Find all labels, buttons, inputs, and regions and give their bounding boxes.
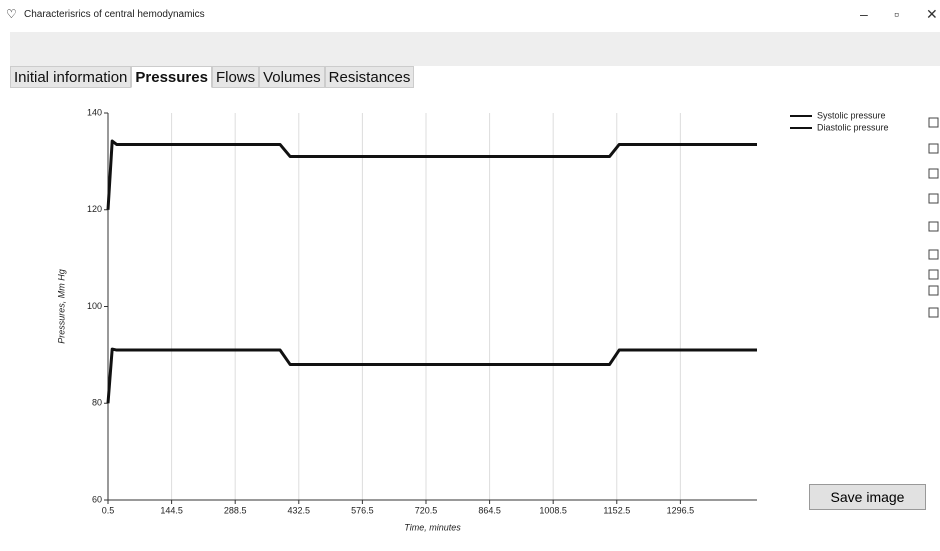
- y-tick-label: 120: [87, 204, 102, 214]
- x-axis-label: Time, minutes: [404, 522, 461, 532]
- tab[interactable]: Volumes: [259, 66, 325, 88]
- tab[interactable]: Pressures: [131, 66, 212, 88]
- data-line: [106, 139, 757, 210]
- title-bar: ♡ Characterisrics of central hemodynamic…: [0, 0, 940, 32]
- x-tick-label: 576.5: [351, 505, 374, 515]
- checkbox[interactable]: [928, 221, 939, 232]
- x-tick-label: 1152.5: [603, 505, 630, 515]
- x-tick-label: 1008.5: [539, 505, 567, 515]
- x-tick-label: 288.5: [224, 505, 247, 515]
- checkbox[interactable]: [928, 143, 939, 154]
- toolbar: [10, 32, 940, 66]
- window-title: Characterisrics of central hemodynamics: [24, 9, 205, 20]
- y-tick-label: 140: [87, 107, 102, 117]
- legend-label: Systolic pressure: [817, 110, 886, 120]
- x-tick-label: 720.5: [415, 505, 438, 515]
- x-tick-label: 1296.5: [667, 505, 695, 515]
- y-tick-label: 60: [92, 494, 102, 504]
- checkbox[interactable]: [928, 168, 939, 179]
- checkbox[interactable]: [928, 307, 939, 318]
- tab[interactable]: Resistances: [324, 66, 415, 88]
- y-tick-label: 80: [92, 398, 102, 408]
- tab[interactable]: Initial information: [10, 66, 132, 88]
- legend-label: Diastolic pressure: [817, 122, 889, 132]
- x-tick-label: 864.5: [478, 505, 501, 515]
- save-image-button[interactable]: Save image: [809, 484, 926, 510]
- checkboxes: [928, 117, 939, 318]
- checkbox[interactable]: [928, 285, 939, 296]
- close-button[interactable]: ✕: [926, 6, 938, 22]
- maximize-button[interactable]: ▫: [894, 6, 899, 22]
- x-tick-label: 432.5: [288, 505, 311, 515]
- y-axis-label: Pressures, Mm Hg: [56, 269, 66, 344]
- checkbox[interactable]: [928, 269, 939, 280]
- x-tick-label: 144.5: [160, 505, 183, 515]
- app-icon: ♡: [6, 7, 17, 21]
- tab-bar: Initial information Pressures Flows Volumes…: [10, 66, 415, 88]
- checkbox[interactable]: [928, 193, 939, 204]
- checkbox[interactable]: [928, 249, 939, 260]
- x-tick-label: 0.5: [102, 505, 115, 515]
- checkbox[interactable]: [928, 117, 939, 128]
- tab[interactable]: Flows: [211, 66, 260, 88]
- data-line: [106, 347, 757, 404]
- y-tick-label: 100: [87, 301, 102, 311]
- minimize-button[interactable]: –: [860, 6, 868, 22]
